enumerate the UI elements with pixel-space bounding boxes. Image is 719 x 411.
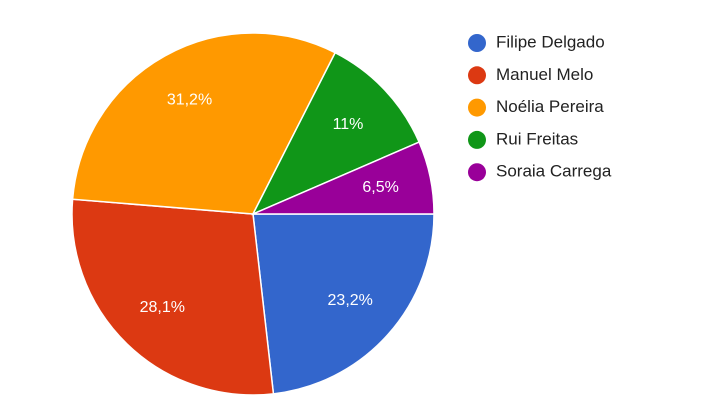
legend-swatch [468,98,486,117]
slice-label: 23,2% [328,292,373,309]
pie-slice [252,213,435,395]
slice-label: 28,1% [140,299,185,316]
legend-label: Filipe Delgado [496,32,605,51]
pie-slice [251,51,421,216]
legend-label: Noélia Pereira [496,97,604,116]
legend-label: Rui Freitas [496,129,578,148]
legend-swatch [468,163,486,182]
slice-label: 6,5% [362,179,398,196]
legend-label: Manuel Melo [496,65,593,84]
legend-label: Soraia Carrega [496,162,612,181]
pie-slice [71,198,275,396]
pie-slice [252,141,435,215]
legend-swatch [468,34,486,52]
pie-slice [71,32,337,215]
legend-swatch [468,130,486,149]
legend-swatch [468,66,486,85]
slice-label: 11% [333,116,364,133]
slice-label: 31,2% [167,91,212,108]
